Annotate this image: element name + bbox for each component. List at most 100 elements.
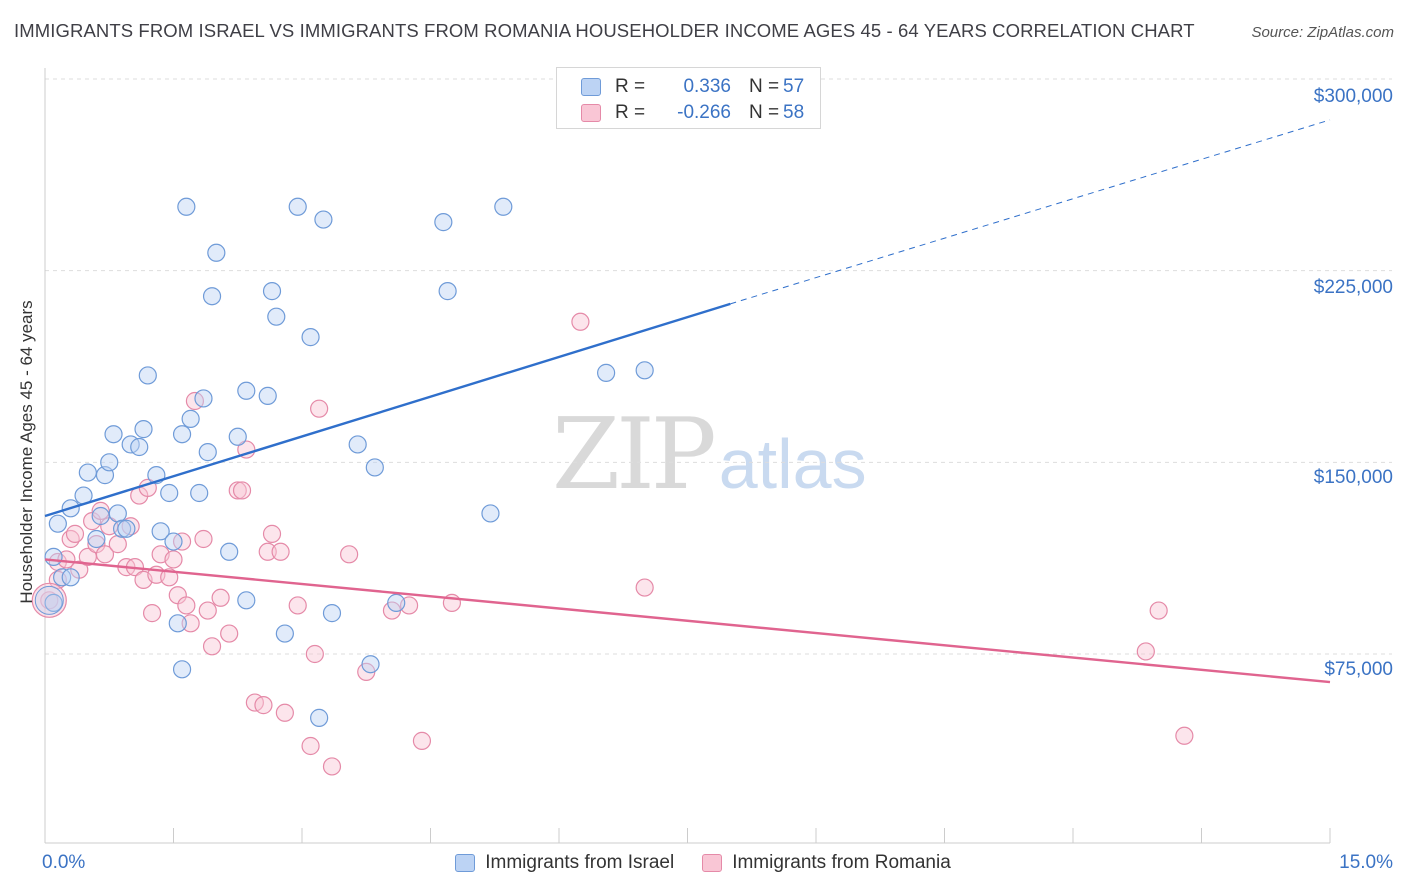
legend-label-romania: Immigrants from Romania: [732, 852, 951, 873]
israel-point: [104, 425, 123, 444]
israel-point: [348, 435, 367, 454]
israel-point: [168, 614, 187, 633]
israel-point: [597, 363, 616, 382]
israel-point: [48, 514, 67, 533]
legend-swatch-israel: [455, 854, 476, 872]
romania-point: [1136, 642, 1155, 661]
romania-point: [258, 542, 277, 561]
legend-n-label: N =: [749, 76, 780, 97]
israel-point: [434, 213, 453, 232]
israel-point: [112, 519, 132, 538]
israel-point-cluster: [34, 585, 64, 615]
israel-point: [310, 708, 329, 727]
israel-point: [177, 197, 196, 216]
romania-point: [202, 637, 222, 656]
israel-point: [202, 287, 222, 306]
legend-label-israel: Immigrants from Israel: [485, 852, 675, 873]
israel-point: [190, 483, 209, 503]
grid-lines: [45, 78, 1392, 655]
israel-point: [314, 210, 333, 229]
romania-point: [220, 624, 239, 643]
romania-point: [340, 545, 359, 564]
israel-point: [275, 624, 294, 643]
correlation-legend: R = 0.336 N = 57 R = -0.266 N = 58: [556, 67, 821, 129]
israel-point: [438, 282, 457, 301]
israel-point: [262, 282, 282, 301]
legend-swatch-romania: [702, 854, 723, 872]
romania-point: [232, 481, 252, 500]
israel-points: [34, 197, 654, 727]
romania-point: [228, 481, 247, 500]
legend-r-value-israel: 0.336: [683, 76, 731, 97]
romania-point: [301, 736, 320, 756]
romania-point: [254, 696, 273, 715]
romania-point: [160, 568, 179, 587]
romania-point: [177, 596, 196, 615]
legend-r-label: R =: [615, 102, 646, 123]
israel-point: [198, 443, 217, 462]
legend-item-israel[interactable]: Immigrants from Israel: [455, 852, 674, 874]
source-label: Source: ZipAtlas.com: [1251, 24, 1394, 41]
legend-r-label: R =: [615, 76, 646, 97]
legend-swatch-romania: [581, 104, 601, 122]
y-tick-75000: $75,000: [1324, 659, 1393, 680]
israel-point: [288, 197, 307, 216]
romania-point: [1175, 726, 1194, 745]
israel-point: [181, 409, 200, 428]
romania-point: [305, 644, 324, 664]
israel-point: [172, 425, 192, 444]
israel-trend-extension: [730, 119, 1331, 305]
romania-point: [198, 601, 217, 620]
romania-point: [194, 529, 213, 549]
romania-point: [262, 524, 282, 543]
chart-title: IMMIGRANTS FROM ISRAEL VS IMMIGRANTS FRO…: [14, 20, 1195, 41]
romania-point: [211, 588, 230, 607]
legend-row-romania: R = -0.266 N = 58: [581, 101, 804, 125]
romania-point: [1149, 601, 1168, 620]
israel-point: [361, 655, 380, 674]
romania-point: [271, 542, 290, 561]
israel-point: [387, 593, 406, 612]
y-tick-225000: $225,000: [1313, 277, 1393, 298]
israel-point: [207, 243, 226, 262]
romania-point: [412, 731, 432, 750]
israel-point: [228, 427, 247, 446]
israel-point: [267, 307, 286, 326]
x-tick-max: 15.0%: [1339, 852, 1393, 873]
y-axis-label: Householder Income Ages 45 - 64 years: [17, 300, 36, 604]
romania-points: [31, 312, 1194, 776]
romania-point-cluster: [31, 582, 67, 618]
israel-point: [635, 361, 654, 380]
romania-point: [635, 578, 654, 597]
romania-point: [164, 550, 183, 569]
y-tick-150000: $150,000: [1313, 467, 1393, 488]
israel-point: [172, 660, 192, 679]
israel-point: [160, 483, 179, 503]
legend-item-romania[interactable]: Immigrants from Romania: [702, 852, 951, 874]
israel-point: [44, 593, 63, 612]
israel-point: [44, 547, 63, 566]
romania-point: [95, 545, 115, 564]
y-tick-300000: $300,000: [1313, 86, 1393, 107]
israel-point: [100, 453, 119, 472]
legend-n-label: N =: [749, 102, 780, 123]
israel-point: [258, 386, 277, 405]
romania-point: [275, 703, 294, 722]
romania-point: [181, 614, 200, 633]
romania-point: [310, 399, 329, 418]
legend-n-value-israel: 57: [783, 76, 805, 97]
legend-r-value-romania: -0.266: [677, 102, 731, 123]
israel-point: [301, 328, 320, 347]
trend-lines: [44, 119, 1331, 684]
romania-trend-line: [44, 558, 1331, 684]
romania-point: [108, 535, 127, 554]
romania-point: [571, 312, 590, 331]
israel-point: [91, 506, 110, 526]
legend-swatch-israel: [581, 78, 601, 96]
romania-point: [65, 524, 85, 543]
israel-point: [130, 437, 149, 457]
israel-point: [220, 542, 239, 561]
israel-point: [237, 381, 256, 400]
israel-point: [494, 197, 513, 216]
